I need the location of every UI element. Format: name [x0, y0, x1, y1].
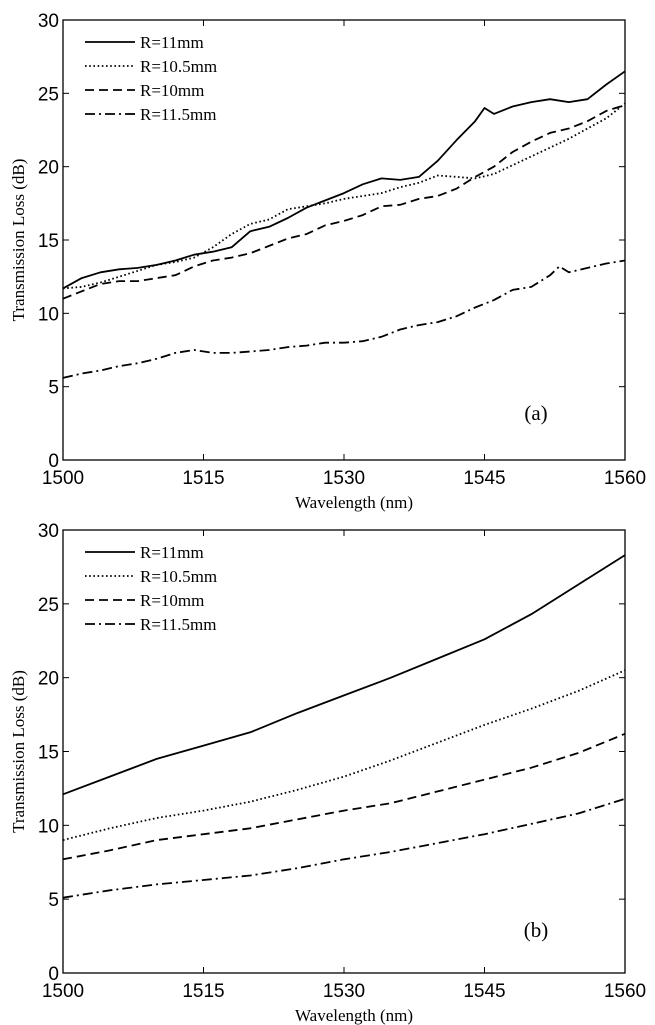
y-tick-label: 0: [48, 964, 59, 985]
panel-label: (a): [524, 401, 547, 425]
x-tick-label: 1545: [463, 981, 505, 1002]
y-tick-label: 20: [38, 158, 59, 179]
legend-label: R=10.5mm: [140, 57, 217, 76]
y-tick-label: 25: [38, 84, 59, 105]
x-tick-label: 1545: [463, 468, 505, 489]
y-tick-label: 5: [48, 378, 59, 399]
series-line-solid: [62, 554, 626, 796]
series-line-dashed: [62, 104, 626, 300]
x-tick-label: 1500: [42, 468, 84, 489]
legend-label: R=11.5mm: [140, 105, 217, 124]
series-line-solid: [62, 70, 626, 290]
series-line-dotted: [62, 669, 626, 841]
chart-panel-b: 1500 1515 1530 1545 1560 0 5 10 15 20 25 30 Waveleng…: [9, 521, 646, 1025]
y-tick-label: 5: [48, 890, 59, 911]
legend-label: R=10.5mm: [140, 567, 217, 586]
legend-label: R=10mm: [140, 591, 204, 610]
legend-label: R=11.5mm: [140, 615, 217, 634]
x-tick-label: 1560: [604, 981, 646, 1002]
y-tick-label: 15: [38, 231, 59, 252]
legend-label: R=11mm: [140, 543, 204, 562]
legend: R=11mm R=10.5mm R=10mm R=11.5mm: [85, 33, 217, 124]
x-tick-label: 1515: [182, 468, 224, 489]
chart-panel-a: 1500 1515 1530 1545 1560 0 5 10 15 20 25 30 Waveleng…: [9, 11, 646, 512]
x-axis-label: Wavelength (nm): [295, 493, 413, 512]
y-tick-label: 30: [38, 11, 59, 32]
x-tick-label: 1530: [323, 468, 365, 489]
y-tick-label: 0: [48, 451, 59, 472]
y-tick-label: 20: [38, 669, 59, 690]
y-axis-label: Transmission Loss (dB): [9, 670, 28, 833]
series-line-dashdot: [62, 259, 626, 379]
series-line-dotted: [62, 102, 626, 290]
y-tick-label: 30: [38, 521, 59, 542]
x-tick-label: 1515: [182, 981, 224, 1002]
x-axis-label: Wavelength (nm): [295, 1006, 413, 1025]
legend-label: R=10mm: [140, 81, 204, 100]
series-line-dashed: [62, 732, 626, 861]
legend: R=11mm R=10.5mm R=10mm R=11.5mm: [85, 543, 217, 634]
y-tick-label: 10: [38, 304, 59, 325]
y-axis-label: Transmission Loss (dB): [9, 159, 28, 322]
legend-label: R=11mm: [140, 33, 204, 52]
x-tick-label: 1500: [42, 981, 84, 1002]
series-line-dashdot: [62, 797, 626, 899]
y-tick-label: 25: [38, 595, 59, 616]
x-tick-label: 1530: [323, 981, 365, 1002]
panel-label: (b): [524, 918, 549, 942]
y-tick-label: 15: [38, 743, 59, 764]
y-tick-label: 10: [38, 816, 59, 837]
x-tick-label: 1560: [604, 468, 646, 489]
